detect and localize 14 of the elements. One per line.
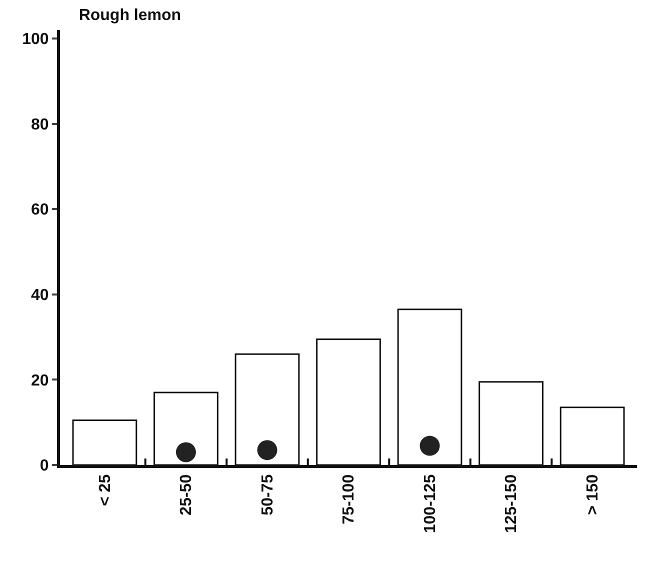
chart-title: Rough lemon — [78, 6, 182, 24]
x-tick-label: 125-150 — [503, 474, 520, 534]
x-tick-label: 75-100 — [340, 474, 358, 524]
y-tick-label: 20 — [31, 372, 49, 390]
y-tick-label: 40 — [31, 287, 49, 304]
y-tick-label: 100 — [22, 31, 49, 48]
x-tick-label: > 150 — [584, 474, 602, 515]
y-tick-label: 80 — [31, 116, 49, 134]
x-tick-label: 100-125 — [422, 474, 439, 534]
y-tick-label: 0 — [40, 458, 49, 475]
y-tick-label: 60 — [31, 202, 49, 219]
x-tick-label: 25-50 — [178, 474, 196, 516]
x-tick-label: 50-75 — [259, 474, 276, 516]
x-tick-label: < 25 — [96, 474, 114, 506]
